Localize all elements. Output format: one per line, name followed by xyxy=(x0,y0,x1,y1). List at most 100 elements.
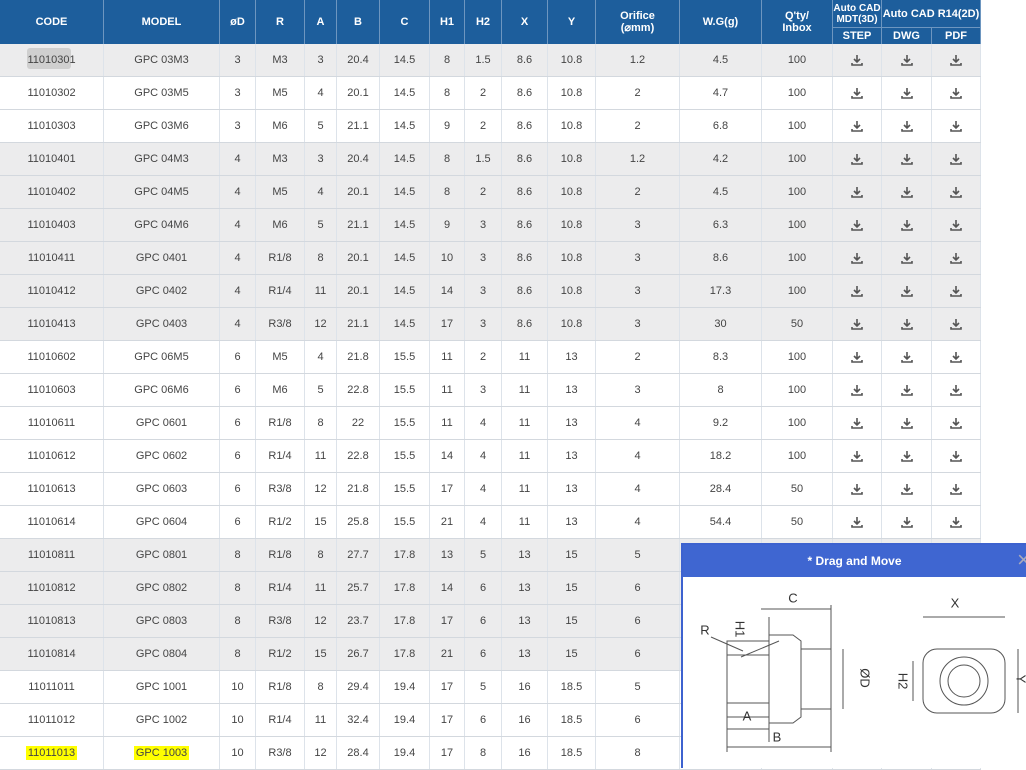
cell-text: 3 xyxy=(634,384,641,396)
download-icon[interactable] xyxy=(900,252,914,265)
table-cell xyxy=(833,440,882,472)
table-cell: 13 xyxy=(548,506,596,538)
download-icon[interactable] xyxy=(850,87,864,100)
table-cell: 15.5 xyxy=(380,341,430,373)
download-icon[interactable] xyxy=(900,516,914,529)
table-cell: 15.5 xyxy=(380,506,430,538)
cell-text: GPC 0403 xyxy=(135,318,188,330)
download-icon[interactable] xyxy=(949,285,963,298)
table-cell: 13 xyxy=(430,539,465,571)
drawing-popup[interactable]: * Drag and Move × R H1 C ØD A B X H2 Y xyxy=(681,543,1026,768)
download-icon[interactable] xyxy=(900,483,914,496)
download-icon[interactable] xyxy=(850,318,864,331)
cell-text: 1.2 xyxy=(629,153,646,165)
cell-text: 14.5 xyxy=(393,219,416,231)
table-cell: 11 xyxy=(502,341,548,373)
table-cell: 1.2 xyxy=(596,44,680,76)
cell-text: 15 xyxy=(314,516,327,528)
cell-text: GPC 1003 xyxy=(133,746,190,760)
download-icon[interactable] xyxy=(949,153,963,166)
download-icon[interactable] xyxy=(900,87,914,100)
column-header: X xyxy=(502,0,548,44)
close-button[interactable]: × xyxy=(1017,547,1026,572)
cell-text: 5 xyxy=(317,120,324,132)
download-icon[interactable] xyxy=(949,450,963,463)
table-cell: 1.5 xyxy=(465,44,502,76)
download-icon[interactable] xyxy=(900,285,914,298)
download-icon[interactable] xyxy=(850,417,864,430)
sub-header: STEP xyxy=(833,28,882,44)
table-cell: 8 xyxy=(305,407,337,439)
download-icon[interactable] xyxy=(900,351,914,364)
table-cell xyxy=(932,473,981,505)
download-icon[interactable] xyxy=(850,450,864,463)
cell-text: 100 xyxy=(787,54,807,66)
cell-text: 17 xyxy=(440,615,454,627)
cell-text: 17 xyxy=(440,714,454,726)
table-cell: GPC 1001 xyxy=(104,671,220,703)
download-icon[interactable] xyxy=(949,318,963,331)
download-icon[interactable] xyxy=(900,186,914,199)
download-icon[interactable] xyxy=(850,120,864,133)
download-icon[interactable] xyxy=(949,483,963,496)
table-cell: 8.6 xyxy=(502,44,548,76)
download-icon[interactable] xyxy=(850,516,864,529)
download-icon[interactable] xyxy=(900,120,914,133)
table-cell: 5 xyxy=(305,110,337,142)
download-icon[interactable] xyxy=(850,285,864,298)
table-cell xyxy=(882,407,932,439)
download-icon[interactable] xyxy=(850,351,864,364)
cell-text: 100 xyxy=(787,87,807,99)
table-cell: 11 xyxy=(502,440,548,472)
table-cell: 11010811 xyxy=(0,539,104,571)
cell-text: 6 xyxy=(234,351,241,363)
cell-text: 11011012 xyxy=(27,714,76,726)
download-icon[interactable] xyxy=(949,384,963,397)
download-icon[interactable] xyxy=(949,219,963,232)
download-icon[interactable] xyxy=(900,54,914,67)
table-cell: GPC 03M3 xyxy=(104,44,220,76)
popup-title-bar[interactable]: * Drag and Move xyxy=(683,545,1026,577)
download-icon[interactable] xyxy=(949,54,963,67)
cell-text: 20.1 xyxy=(347,186,369,198)
cell-text: 11011011 xyxy=(28,681,75,693)
table-row: 11010413 GPC 0403 4 R3/8 12 21.1 14.5 17 3 8.6 10.… xyxy=(0,308,981,341)
table-cell: 18.2 xyxy=(680,440,762,472)
download-icon[interactable] xyxy=(949,417,963,430)
cell-text: 11 xyxy=(314,285,327,297)
download-icon[interactable] xyxy=(850,219,864,232)
table-cell: 4 xyxy=(220,209,256,241)
download-icon[interactable] xyxy=(949,252,963,265)
table-cell: 6 xyxy=(596,638,680,670)
column-header-text: Orifice xyxy=(620,10,655,22)
cell-text: 9 xyxy=(443,219,451,231)
table-row: 11010303 GPC 03M6 3 M6 5 21.1 14.5 9 2 8.6 10.8 2 6.… xyxy=(0,110,981,143)
download-icon[interactable] xyxy=(850,384,864,397)
download-icon[interactable] xyxy=(949,516,963,529)
download-icon[interactable] xyxy=(900,219,914,232)
cell-text: 27.7 xyxy=(347,549,369,561)
table-row: 11010612 GPC 0602 6 R1/4 11 22.8 15.5 14 4 11 13 4 1… xyxy=(0,440,981,473)
download-icon[interactable] xyxy=(900,153,914,166)
download-icon[interactable] xyxy=(850,153,864,166)
download-icon[interactable] xyxy=(949,87,963,100)
table-cell xyxy=(833,341,882,373)
download-icon[interactable] xyxy=(850,252,864,265)
cell-text: 11 xyxy=(441,417,453,429)
cell-text: 8 xyxy=(317,681,324,693)
cell-text: 6.3 xyxy=(712,219,729,231)
download-icon[interactable] xyxy=(900,384,914,397)
download-icon[interactable] xyxy=(850,483,864,496)
download-icon[interactable] xyxy=(949,120,963,133)
cell-text: 2 xyxy=(479,120,487,132)
download-icon[interactable] xyxy=(850,54,864,67)
download-icon[interactable] xyxy=(850,186,864,199)
download-icon[interactable] xyxy=(949,186,963,199)
cell-text: 6 xyxy=(234,417,241,429)
cell-text: 11010612 xyxy=(27,450,76,462)
table-cell: 12 xyxy=(305,737,337,769)
download-icon[interactable] xyxy=(900,417,914,430)
download-icon[interactable] xyxy=(900,318,914,331)
download-icon[interactable] xyxy=(900,450,914,463)
download-icon[interactable] xyxy=(949,351,963,364)
